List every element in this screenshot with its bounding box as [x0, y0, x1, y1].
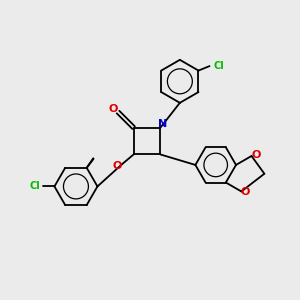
Text: Cl: Cl — [213, 61, 224, 71]
Text: O: O — [251, 150, 260, 161]
Text: Cl: Cl — [29, 182, 40, 191]
Text: O: O — [109, 104, 118, 114]
Text: O: O — [241, 187, 250, 197]
Text: N: N — [158, 119, 167, 129]
Text: O: O — [112, 160, 122, 170]
